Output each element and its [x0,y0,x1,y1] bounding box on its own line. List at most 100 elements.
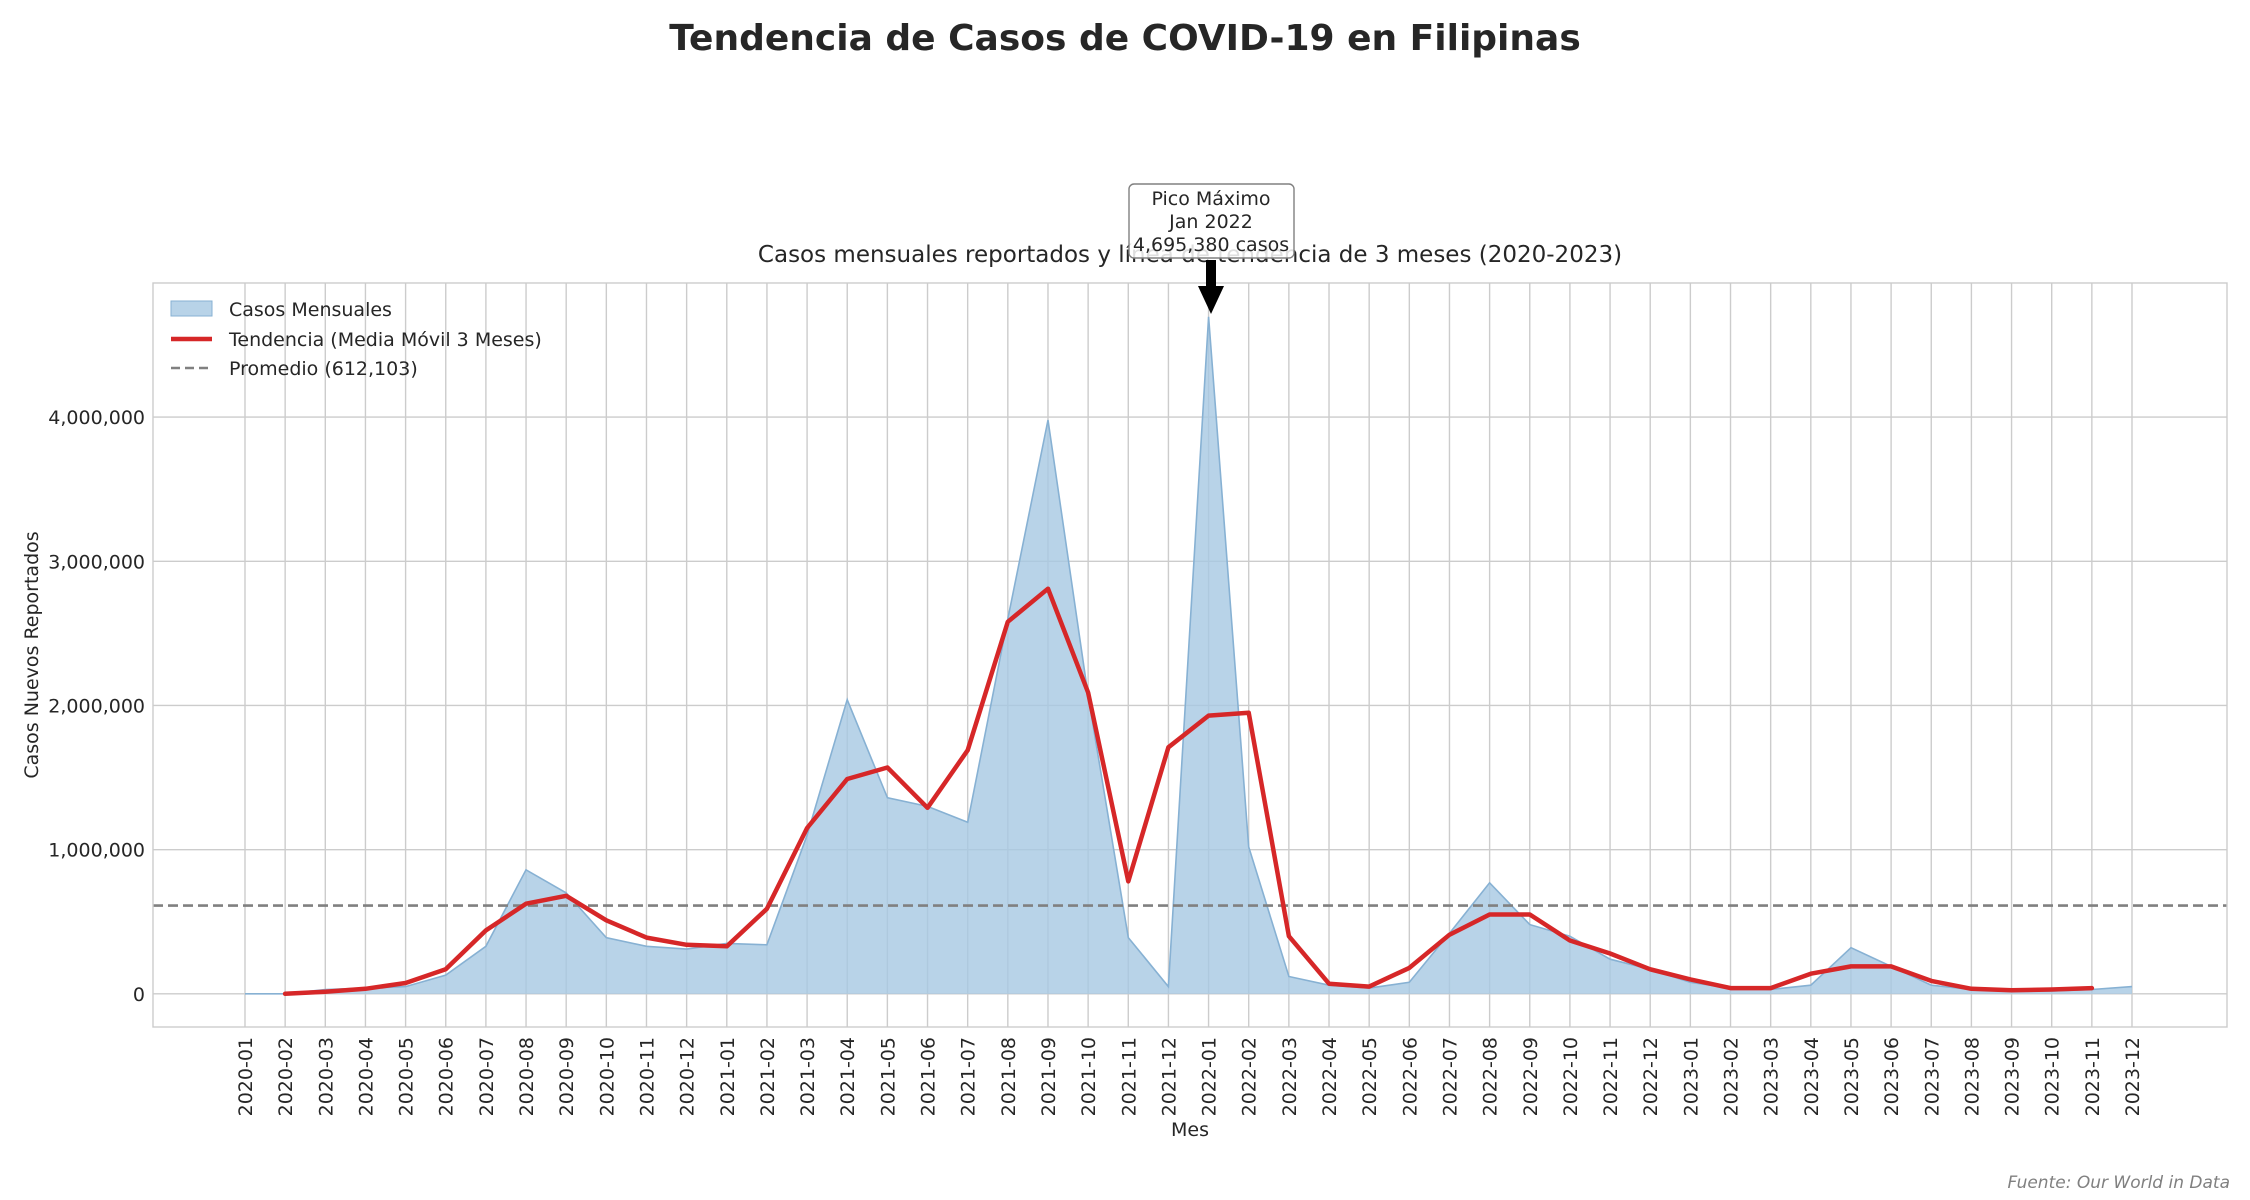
x-axis-label: Mes [1171,1119,1209,1141]
legend-label-average: Promedio (612,103) [229,358,418,380]
trend-point [1288,935,1290,937]
area-point [525,869,526,870]
y-tick-label: 2,000,000 [48,695,145,717]
annotation-line-3: 4,695,380 casos [1133,234,1289,256]
x-tick-label: 2020-06 [436,1037,458,1116]
area-edge [245,316,2133,995]
annotation-line-1: Pico Máximo [1151,188,1270,210]
area-point [686,949,687,950]
x-tick-label: 2023-06 [1881,1037,1903,1116]
area-point [566,892,567,893]
x-tick-label: 2021-06 [918,1037,940,1116]
plot-frame [152,282,2228,1028]
area-point [1810,985,1811,986]
trend-point [2051,989,2053,991]
trend-point [1609,953,1611,955]
x-tick-label: 2021-03 [797,1037,819,1116]
trend-point [1409,967,1411,969]
trend-point [1087,692,1089,694]
y-tick-label: 1,000,000 [48,840,145,862]
trend-point [324,991,326,993]
x-tick-label: 2023-02 [1721,1037,1743,1116]
y-axis-label: Casos Nuevos Reportados [21,531,43,778]
area-point [1850,947,1851,948]
area-point [1168,986,1169,987]
trend-point [686,944,688,946]
area-point [1288,976,1289,977]
trend-point [1168,746,1170,748]
x-tick-label: 2021-07 [958,1037,980,1116]
trend-point [2011,989,2013,991]
monthly-cases-area [244,316,2133,995]
x-tick-label: 2022-10 [1560,1037,1582,1116]
area-point [887,797,888,798]
x-tick-label: 2022-02 [1239,1037,1261,1116]
area-point [1529,924,1530,925]
trend-point [1649,969,1651,971]
chart-title: Tendencia de Casos de COVID-19 en Filipi… [669,18,1581,59]
x-tick-label: 2022-05 [1359,1037,1381,1116]
trend-point [806,827,808,829]
trend-line [282,586,2095,997]
trend-point [766,908,768,910]
annotation-arrow-head [1198,286,1224,314]
trend-point [1449,934,1451,936]
x-tick-label: 2020-04 [355,1037,377,1116]
x-tick-label: 2022-01 [1199,1037,1221,1116]
area-point [766,944,767,945]
trend-point [1569,940,1571,942]
trend-point [1971,988,1973,990]
area-point [1208,316,1209,317]
trend-point [565,895,567,897]
area-point [485,946,486,947]
trend-point [1208,715,1210,717]
trend-point [1890,966,1892,968]
x-tick-labels: 2020-01 2020-02 2020-03 2020-04 2020-05 2020-… [235,1037,2144,1116]
area-point [1248,846,1249,847]
area-point [606,937,607,938]
trend-point [1690,979,1692,981]
x-tick-label: 2020-09 [556,1037,578,1116]
x-tick-label: 2020-11 [636,1037,658,1116]
trend-point [284,993,286,995]
x-tick-label: 2023-01 [1680,1037,1702,1116]
area-point [1690,982,1691,983]
x-tick-label: 2023-04 [1801,1037,1823,1116]
area-point [806,835,807,836]
trend-point [606,920,608,922]
annotation-box [1128,183,1295,259]
source-note: Fuente: Our World in Data [2007,1173,2230,1193]
trend-point [1127,881,1129,883]
trend-point [1810,973,1812,975]
x-tick-label: 2022-12 [1640,1037,1662,1116]
trend-point [405,982,407,984]
x-tick-label: 2021-01 [717,1037,739,1116]
area-point [2131,986,2132,987]
area-point [1931,985,1932,986]
trend-point [887,767,889,769]
x-tick-label: 2021-08 [998,1037,1020,1116]
x-tick-label: 2023-07 [1921,1037,1943,1116]
x-tick-label: 2021-12 [1158,1037,1180,1116]
x-tick-label: 2020-07 [476,1037,498,1116]
peak-annotation: Pico Máximo Jan 2022 4,695,380 casos [1128,183,1295,314]
area-point [1128,937,1129,938]
area-point [1569,936,1570,937]
x-tick-label: 2022-03 [1279,1037,1301,1116]
legend-label-area: Casos Mensuales [229,299,392,321]
x-tick-label: 2020-03 [315,1037,337,1116]
area-point [244,993,245,994]
x-tick-label: 2020-01 [235,1037,257,1116]
y-tick-label: 4,000,000 [48,407,145,429]
legend-label-trend: Tendencia (Media Móvil 3 Meses) [228,329,542,351]
trend-point [1328,983,1330,985]
trend-point [525,903,527,905]
x-tick-label: 2023-03 [1761,1037,1783,1116]
area-point [405,986,406,987]
area-point [847,699,848,700]
trend-point [445,969,447,971]
trend-point [846,778,848,780]
x-tick-label: 2021-11 [1118,1037,1140,1116]
trend-point [646,937,648,939]
